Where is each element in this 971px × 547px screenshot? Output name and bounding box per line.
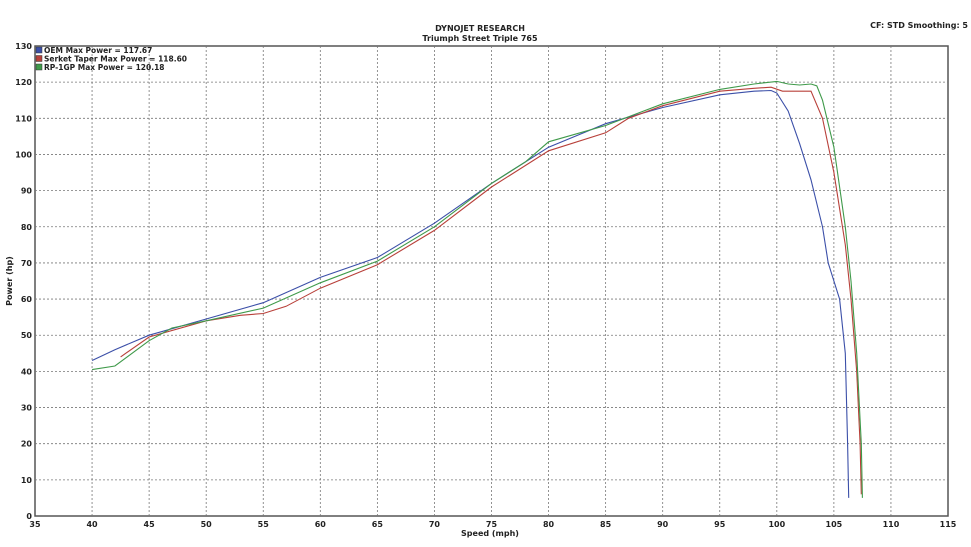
x-tick-label: 100 (768, 520, 785, 529)
plot-frame (34, 45, 949, 517)
legend-entry: Serket Taper Max Power = 118.60 (44, 55, 187, 64)
legend-swatch (35, 63, 43, 71)
y-axis-label: Power (hp) (5, 256, 14, 306)
x-tick-label: 85 (600, 520, 612, 529)
y-tick-label: 0 (26, 512, 32, 521)
y-tick-label: 70 (21, 259, 33, 268)
x-tick-label: 80 (543, 520, 555, 529)
y-tick-label: 50 (21, 331, 33, 340)
chart-subtitle: Triumph Street Triple 765 (422, 34, 538, 43)
y-tick-label: 130 (15, 42, 32, 51)
x-tick-label: 95 (714, 520, 726, 529)
y-tick-label: 30 (21, 404, 33, 413)
x-tick-label: 110 (883, 520, 900, 529)
y-tick-label: 60 (21, 295, 33, 304)
series-line-1 (120, 86, 862, 495)
x-tick-label: 40 (86, 520, 98, 529)
x-tick-label: 75 (486, 520, 498, 529)
y-tick-label: 100 (15, 150, 32, 159)
y-tick-label: 80 (21, 223, 33, 232)
series-line-0 (91, 89, 850, 498)
x-tick-label: 60 (315, 520, 327, 529)
x-tick-label: 115 (940, 520, 957, 529)
x-tick-label: 70 (429, 520, 441, 529)
y-tick-label: 20 (21, 440, 33, 449)
x-tick-label: 105 (826, 520, 843, 529)
legend-entry: RP-1GP Max Power = 120.18 (44, 63, 165, 72)
y-tick-label: 120 (15, 78, 32, 87)
legend-entry: OEM Max Power = 117.67 (44, 46, 152, 55)
x-tick-label: 55 (258, 520, 270, 529)
y-tick-label: 110 (15, 114, 32, 123)
chart-title: DYNOJET RESEARCH (435, 24, 525, 33)
y-tick-label: 10 (21, 476, 33, 485)
y-tick-label: 40 (21, 367, 33, 376)
x-tick-label: 50 (201, 520, 213, 529)
y-tick-label: 90 (21, 187, 33, 196)
legend-swatch (35, 55, 43, 62)
series-line-2 (92, 80, 863, 498)
legend-swatch (35, 46, 43, 54)
settings-label: CF: STD Smoothing: 5 (870, 21, 968, 30)
x-tick-label: 45 (144, 520, 156, 529)
x-axis-label: Speed (mph) (461, 529, 519, 538)
x-tick-label: 90 (657, 520, 669, 529)
x-tick-label: 35 (29, 520, 41, 529)
x-tick-label: 65 (372, 520, 384, 529)
